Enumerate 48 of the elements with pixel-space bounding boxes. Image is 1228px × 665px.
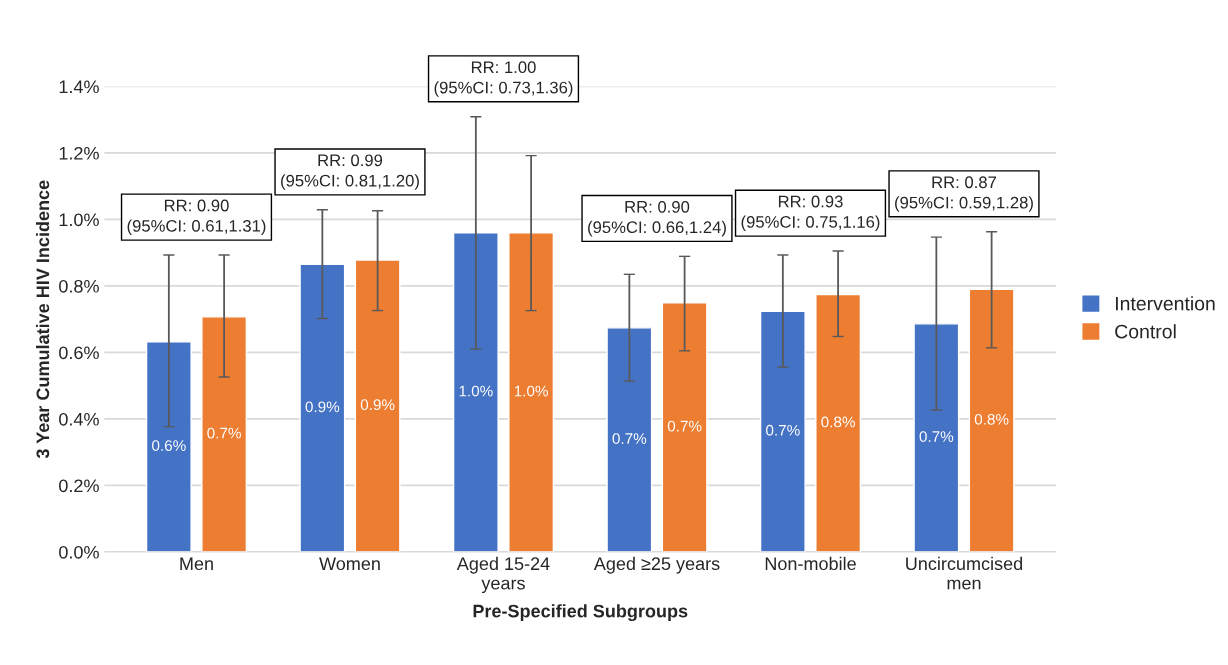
annotation: RR: 0.99 (95%CI: 0.81,1.20): [281, 154, 419, 190]
data-label: 0.7%: [207, 427, 241, 439]
bar: [913, 323, 960, 552]
data-label: 0.9%: [305, 401, 340, 413]
y-tick-label: 0.6%: [59, 346, 99, 360]
y-tick-label: 1.2%: [59, 146, 99, 160]
data-label: 0.7%: [667, 420, 702, 432]
x-tick-label: Women: [319, 557, 380, 571]
bar: [508, 232, 555, 552]
bar: [968, 288, 1015, 552]
annotation: RR: 0.90 (95%CI: 0.66,1.24): [588, 200, 726, 237]
y-axis-title: 3 Year Cumulative HIV Incidence: [35, 180, 50, 459]
annotation: RR: 0.87 (95%CI: 0.59,1.28): [895, 176, 1033, 212]
bar: [759, 310, 806, 552]
data-label: 0.9%: [360, 399, 395, 411]
x-tick-label: Men: [180, 557, 213, 571]
data-label: 1.0%: [459, 385, 493, 397]
bar: [452, 232, 499, 552]
legend-label: Intervention: [1116, 296, 1215, 311]
bar: [606, 327, 653, 552]
data-label: 0.7%: [919, 431, 954, 442]
data-label: 0.8%: [974, 413, 1009, 425]
bar: [661, 302, 708, 552]
y-tick-label: 1.4%: [59, 80, 99, 94]
x-axis-title: Pre-Specified Subgroups: [473, 604, 688, 622]
annotation: RR: 1.00 (95%CI: 0.73,1.36): [434, 61, 573, 97]
y-tick-label: 0.2%: [59, 479, 99, 493]
data-label: 0.7%: [612, 433, 647, 444]
x-tick-label: Aged 15-24 years: [456, 556, 550, 594]
bar: [299, 263, 346, 552]
data-label: 1.0%: [514, 385, 548, 397]
y-tick-label: 0.8%: [59, 279, 99, 293]
annotation: RR: 0.93 (95%CI: 0.75,1.16): [741, 195, 880, 232]
legend-label: Control: [1115, 324, 1176, 339]
y-tick-label: 0.4%: [59, 412, 99, 426]
annotation: RR: 0.90 (95%CI: 0.61,1.31): [127, 199, 266, 236]
x-tick-label: Aged ≥25 years: [593, 556, 720, 574]
data-label: 0.7%: [766, 424, 800, 436]
data-label: 0.8%: [821, 416, 855, 428]
bar: [354, 259, 401, 552]
bar: [201, 316, 248, 552]
bar: [815, 293, 862, 552]
y-tick-label: 1.0%: [59, 213, 99, 227]
bar: [145, 341, 192, 552]
x-tick-label: Non-mobile: [765, 556, 856, 571]
y-tick-label: 0.0%: [59, 545, 99, 559]
x-tick-label: Uncircumcised men: [906, 556, 1023, 590]
data-label: 0.6%: [152, 440, 186, 451]
